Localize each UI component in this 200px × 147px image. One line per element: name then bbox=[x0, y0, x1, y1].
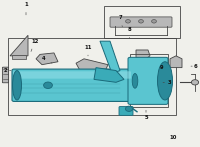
Polygon shape bbox=[36, 53, 58, 65]
Polygon shape bbox=[170, 56, 182, 68]
Polygon shape bbox=[76, 59, 108, 74]
Circle shape bbox=[139, 20, 143, 23]
FancyBboxPatch shape bbox=[119, 107, 133, 115]
Circle shape bbox=[191, 80, 199, 85]
Ellipse shape bbox=[158, 62, 172, 100]
Text: 4: 4 bbox=[42, 56, 52, 63]
Circle shape bbox=[152, 20, 156, 23]
Text: 11: 11 bbox=[84, 45, 92, 56]
Text: 1: 1 bbox=[24, 2, 28, 15]
Circle shape bbox=[126, 20, 130, 23]
Ellipse shape bbox=[132, 74, 138, 88]
Circle shape bbox=[44, 82, 52, 88]
Text: 7: 7 bbox=[118, 15, 122, 27]
Text: 9: 9 bbox=[160, 65, 164, 70]
Text: 10: 10 bbox=[169, 135, 177, 140]
Text: 5: 5 bbox=[144, 110, 148, 120]
Polygon shape bbox=[136, 50, 150, 60]
Polygon shape bbox=[94, 68, 124, 82]
Ellipse shape bbox=[12, 71, 22, 100]
FancyBboxPatch shape bbox=[13, 71, 131, 79]
Text: 12: 12 bbox=[31, 39, 39, 51]
FancyBboxPatch shape bbox=[12, 55, 26, 59]
FancyBboxPatch shape bbox=[12, 69, 132, 101]
Polygon shape bbox=[10, 35, 28, 56]
FancyBboxPatch shape bbox=[2, 67, 9, 83]
Circle shape bbox=[125, 106, 133, 111]
Polygon shape bbox=[100, 41, 120, 74]
Text: 6: 6 bbox=[191, 64, 197, 69]
Text: 2: 2 bbox=[3, 68, 11, 73]
Text: 3: 3 bbox=[163, 80, 171, 85]
FancyBboxPatch shape bbox=[128, 57, 168, 104]
FancyBboxPatch shape bbox=[110, 17, 172, 27]
Text: 8: 8 bbox=[127, 27, 131, 38]
